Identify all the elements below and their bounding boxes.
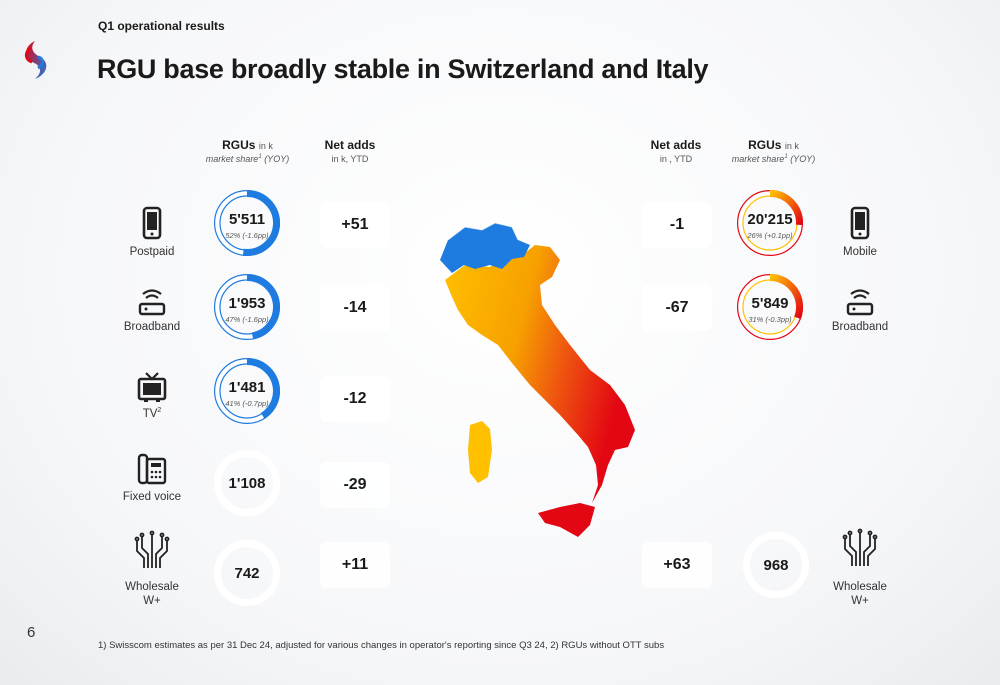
tv-icon <box>132 367 172 407</box>
row-label-mobile: Mobile <box>843 246 877 258</box>
ring-graphic <box>214 540 280 606</box>
rgu-ring-wholesale-it: 968 <box>742 531 810 599</box>
ring-graphic <box>743 532 809 598</box>
fixed-phone-icon <box>132 449 172 489</box>
router-icon <box>132 284 172 324</box>
footnote: 1) Swisscom estimates as per 31 Dec 24, … <box>98 640 665 651</box>
rgu-value: 1'108 <box>228 475 266 492</box>
right-rgu-header: RGUs in k market share1 (YOY) <box>731 138 816 164</box>
rgu-value: 1'481 <box>228 379 266 396</box>
ring-graphic <box>736 273 804 341</box>
section-title: Q1 operational results <box>98 19 225 33</box>
page-number: 6 <box>27 624 36 641</box>
ring-track <box>743 532 809 598</box>
wholesale-network-icon <box>840 528 880 568</box>
net-adds-wholesale-it: +63 <box>642 542 712 588</box>
row-label-broadband: Broadband <box>123 321 181 333</box>
net-adds-wholesale: +11 <box>320 542 390 588</box>
page-title: RGU base broadly stable in Switzerland a… <box>97 54 709 84</box>
rgu-ring-mobile: 20'215 26% (+0.1pp) <box>736 189 804 257</box>
net-adds-mobile: -1 <box>642 202 712 248</box>
row-label-fixed-voice: Fixed voice <box>122 491 182 503</box>
ring-graphic <box>213 189 281 257</box>
rgu-ring-postpaid: 5'511 52% (-1.6pp) <box>213 189 281 257</box>
net-adds-broadband: -14 <box>320 285 390 331</box>
rgu-ring-tv: 1'481 41% (-0.7pp) <box>213 357 281 425</box>
ring-track <box>214 540 280 606</box>
market-share: 52% (-1.6pp) <box>225 231 269 240</box>
wholesale-network-icon <box>132 530 172 570</box>
market-share-arc <box>769 190 803 226</box>
ring-graphic <box>213 273 281 341</box>
row-label-broadband-it: Broadband <box>831 321 889 333</box>
rgu-value: 5'511 <box>228 211 266 228</box>
row-label-wholesale: Wholesale W+ <box>125 581 179 607</box>
rgu-value: 20'215 <box>747 211 793 228</box>
rgu-value: 968 <box>763 557 789 574</box>
market-share-arc <box>242 190 280 256</box>
rgu-ring-wholesale: 742 <box>213 539 281 607</box>
market-share: 31% (-0.3pp) <box>748 315 792 324</box>
market-share: 41% (-0.7pp) <box>225 399 269 408</box>
right-net-header: Net adds in , YTD <box>650 138 702 164</box>
net-adds-fixed-voice: -29 <box>320 462 390 508</box>
left-net-header: Net adds in k, YTD <box>324 138 376 164</box>
market-share-arc <box>769 274 803 320</box>
ring-graphic <box>213 357 281 425</box>
rgu-value: 742 <box>234 565 260 582</box>
market-share-arc <box>246 358 280 419</box>
net-adds-postpaid: +51 <box>320 202 390 248</box>
left-rgu-header: RGUs in k market share1 (YOY) <box>205 138 290 164</box>
ring-graphic <box>736 189 804 257</box>
rgu-ring-broadband-it: 5'849 31% (-0.3pp) <box>736 273 804 341</box>
row-label-tv: TV2 <box>142 407 162 420</box>
net-adds-broadband-it: -67 <box>642 285 712 331</box>
ring-track <box>214 450 280 516</box>
row-label-postpaid: Postpaid <box>129 246 175 258</box>
router-icon <box>840 284 880 324</box>
rgu-ring-fixed-voice: 1'108 <box>213 449 281 517</box>
rgu-ring-broadband: 1'953 47% (-1.6pp) <box>213 273 281 341</box>
rgu-value: 5'849 <box>751 295 789 312</box>
market-share: 47% (-1.6pp) <box>225 315 269 324</box>
smartphone-icon <box>840 204 880 244</box>
row-label-wholesale-it: Wholesale W+ <box>833 581 887 607</box>
ring-graphic <box>214 450 280 516</box>
market-share: 26% (+0.1pp) <box>747 231 793 240</box>
rgu-value: 1'953 <box>228 295 266 312</box>
smartphone-icon <box>132 204 172 244</box>
swisscom-logo <box>18 38 52 82</box>
market-share-arc <box>246 274 280 340</box>
net-adds-tv: -12 <box>320 376 390 422</box>
switzerland-italy-map <box>420 185 645 540</box>
